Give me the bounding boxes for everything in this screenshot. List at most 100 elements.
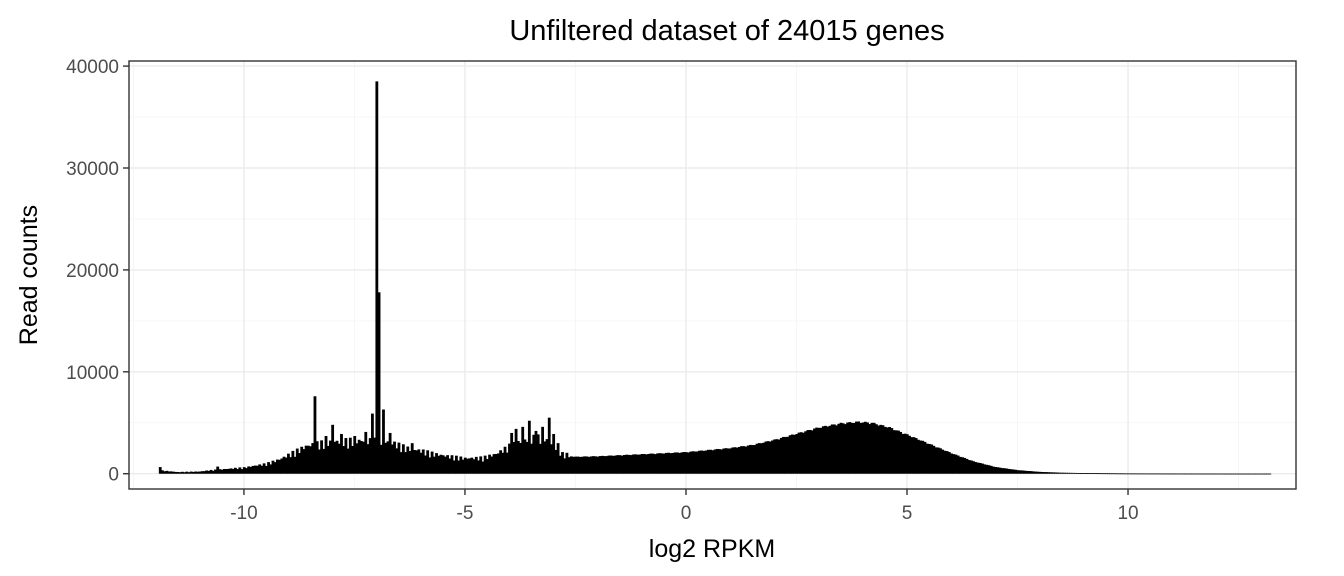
histogram-bar (607, 455, 611, 474)
histogram-bar (702, 450, 706, 474)
histogram-bar (846, 422, 850, 474)
histogram-bar (236, 469, 240, 474)
histogram-bar (841, 423, 845, 474)
histogram-bar (793, 434, 796, 474)
histogram-bar (1135, 473, 1139, 475)
histogram-bar (698, 450, 701, 474)
histogram-bar (592, 456, 595, 474)
histogram-bar (826, 426, 830, 474)
histogram-bar (273, 462, 277, 474)
histogram-bar (406, 446, 410, 474)
histogram-bar (748, 444, 752, 474)
histogram-bar (779, 437, 783, 474)
histogram-bar (430, 451, 434, 474)
histogram-bar (187, 472, 191, 474)
histogram-bar (1118, 473, 1121, 475)
histogram-bar (386, 441, 390, 474)
histogram-bar (1171, 473, 1174, 475)
histogram-bar (835, 425, 838, 474)
histogram-bar (678, 452, 682, 474)
histogram-bar (627, 454, 631, 474)
histogram-bar (309, 446, 312, 474)
histogram-bar (240, 469, 244, 474)
histogram-bar (1188, 473, 1192, 475)
histogram-bar (923, 441, 927, 474)
histogram-bar (1266, 473, 1269, 475)
histogram-bar (563, 458, 567, 474)
histogram-bar (508, 443, 511, 474)
histogram-bar (218, 469, 222, 474)
histogram-bar (1233, 473, 1236, 475)
histogram-bar (264, 465, 268, 474)
histogram-bar (985, 464, 989, 474)
histogram-bar (393, 441, 396, 474)
histogram-bar (1098, 473, 1101, 475)
histogram-bar (457, 460, 461, 474)
histogram-bar (320, 440, 323, 474)
x-tick-label: -5 (457, 503, 474, 524)
histogram-bar (530, 443, 533, 474)
histogram-bar (583, 456, 587, 474)
histogram-bar (974, 462, 978, 474)
histogram-bar (574, 456, 578, 474)
histogram-bar (616, 455, 620, 474)
histogram-bar (848, 422, 852, 474)
histogram-bar (879, 424, 883, 474)
histogram-bar (189, 471, 193, 474)
histogram-bar (329, 440, 332, 474)
histogram-bar (536, 434, 540, 474)
histogram-bar (625, 454, 629, 474)
histogram-bar (1241, 473, 1245, 475)
x-tick-label: -10 (230, 503, 257, 524)
histogram-bar (382, 409, 385, 474)
histogram-bar (673, 452, 677, 474)
histogram-bar (558, 455, 562, 474)
histogram-bar (373, 437, 377, 474)
histogram-bar (233, 467, 237, 474)
histogram-bar (249, 466, 253, 474)
histogram-bar (1155, 473, 1159, 475)
histogram-bar (362, 441, 365, 474)
histogram-bar (877, 425, 880, 474)
histogram-bar (448, 458, 452, 474)
histogram-bar (481, 461, 485, 474)
histogram-bar (799, 432, 803, 474)
histogram-bar (1067, 472, 1071, 474)
histogram-bar (547, 417, 551, 474)
histogram-bar (346, 448, 350, 474)
histogram-bar (680, 452, 684, 474)
histogram-bar (883, 426, 887, 474)
histogram-bar (342, 446, 346, 474)
histogram-bar (691, 451, 695, 474)
histogram-bar (901, 433, 905, 474)
histogram-bar (437, 455, 441, 474)
histogram-bar (832, 424, 836, 474)
histogram-bar (331, 424, 335, 474)
histogram-bar (335, 440, 339, 474)
histogram-bar (512, 441, 516, 474)
histogram-bar (1142, 473, 1146, 475)
histogram-bar (185, 471, 189, 474)
histogram-bar (172, 471, 175, 474)
histogram-bar (1040, 471, 1044, 474)
histogram-bar (519, 442, 522, 474)
histogram-bar (936, 447, 940, 474)
y-tick-label: 0 (108, 465, 119, 486)
histogram-bar (556, 443, 560, 474)
histogram-bar (415, 450, 419, 474)
histogram-bar (921, 440, 925, 474)
histogram-bar (1093, 473, 1097, 474)
histogram-bar (194, 471, 198, 474)
histogram-bar (333, 441, 337, 474)
histogram-bar (1149, 473, 1152, 475)
y-tick-label: 20000 (66, 261, 119, 282)
histogram-bar (256, 465, 259, 474)
histogram-bar (969, 460, 973, 474)
histogram-bar (397, 442, 401, 474)
histogram-bar (245, 468, 248, 474)
histogram-bar (497, 453, 500, 474)
histogram-bar (795, 434, 799, 474)
histogram-bar (280, 458, 284, 474)
histogram-bar (585, 456, 589, 474)
histogram-bar (1045, 472, 1048, 474)
